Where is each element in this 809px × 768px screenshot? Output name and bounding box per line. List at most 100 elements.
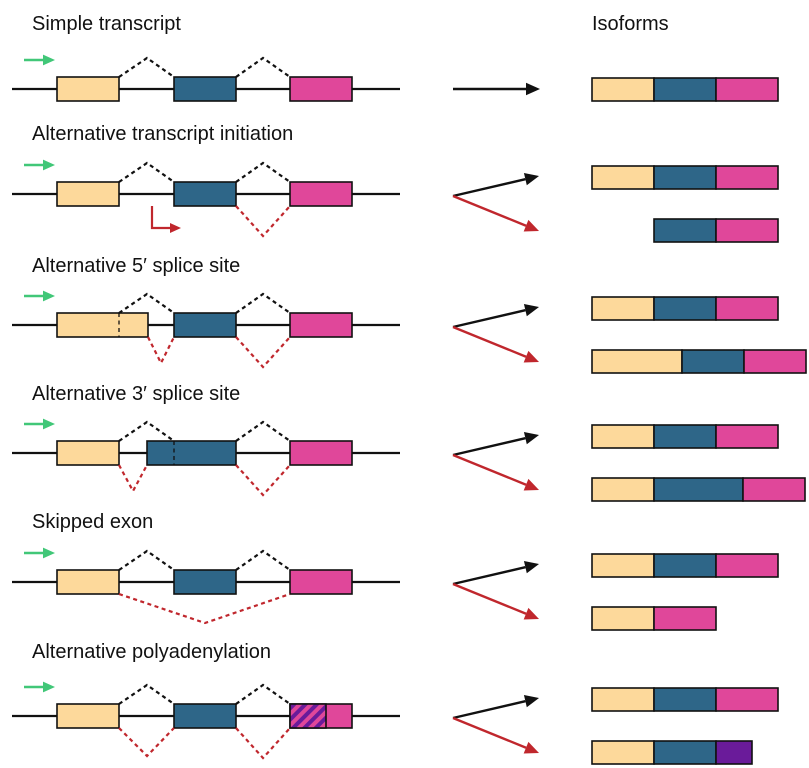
panel-2-splice-top-2 [235, 292, 291, 314]
panel-1-splice-bottom-2 [235, 205, 291, 238]
panel-0-exon-1 [56, 76, 120, 102]
panel-5-outcome-arrow-lower-shaft [452, 716, 527, 749]
panel-1-isoform-0-segment-1 [653, 165, 717, 190]
panel-3-splice-bottom-2 [235, 464, 291, 497]
panel-5-exon-2 [173, 703, 237, 729]
panel-5-polya-region [289, 703, 327, 729]
panel-1-exon-2 [173, 181, 237, 207]
panel-4-isoform-0-segment-0 [591, 553, 655, 578]
panel-0-outcome-arrow-head [526, 82, 540, 96]
panel-4-isoform-1-segment-1 [653, 606, 717, 631]
panel-3-isoform-1-segment-0 [591, 477, 655, 502]
panel-3-splice-top-1 [118, 420, 175, 442]
panel-4-splice-top-2 [235, 549, 291, 571]
panel-2-outcome-arrow-lower-head [523, 350, 539, 363]
panel-5-isoform-0-segment-1 [653, 687, 717, 712]
panel-2-splice-bottom-1 [147, 336, 175, 366]
panel-4-outcome-arrow-upper-shaft [452, 566, 526, 586]
panel-1-isoform-1-segment-1 [715, 218, 779, 243]
panel-5-splice-bottom-2 [235, 727, 291, 760]
panel-1-outcome-arrow-upper-shaft [452, 178, 526, 198]
panel-title-alt-polya: Alternative polyadenylation [32, 641, 271, 663]
panel-3-exon-2 [146, 440, 237, 466]
panel-3-isoform-1-segment-1 [653, 477, 744, 502]
panel-0-exon-3 [289, 76, 353, 102]
panel-2-outcome-arrow-upper-shaft [452, 309, 526, 329]
panel-3-outcome-arrow-lower-shaft [452, 453, 527, 486]
panel-2-isoform-1-segment-2 [743, 349, 807, 374]
panel-5-isoform-1-segment-2 [715, 740, 753, 765]
panel-0-isoform-0-segment-2 [715, 77, 779, 102]
panel-2-isoform-0-segment-1 [653, 296, 717, 321]
panel-5-start-arrow-head [43, 681, 55, 693]
panel-5-isoform-1-segment-1 [653, 740, 717, 765]
panel-0-isoform-0-segment-1 [653, 77, 717, 102]
panel-title-skipped-exon: Skipped exon [32, 511, 153, 533]
panel-4-outcome-arrow-upper-head [523, 561, 539, 574]
panel-1-outcome-arrow-lower-head [523, 219, 539, 232]
panel-3-exon-1 [56, 440, 120, 466]
panel-2-splice-top-1 [118, 292, 175, 314]
panel-1-exon-3 [289, 181, 353, 207]
panel-0-start-arrow-head [43, 54, 55, 66]
panel-5-splice-bottom-1 [118, 727, 175, 758]
panel-1-splice-top-1 [118, 161, 175, 183]
panel-2-isoform-1-segment-0 [591, 349, 683, 374]
panel-5-isoform-0-segment-0 [591, 687, 655, 712]
panel-2-exon-3 [289, 312, 353, 338]
panel-1-outcome-arrow-upper-head [523, 173, 539, 186]
panel-3-outcome-arrow-lower-head [523, 478, 539, 491]
panel-0-isoform-0-segment-0 [591, 77, 655, 102]
panel-4-exon-2 [173, 569, 237, 595]
panel-title-alt-3prime: Alternative 3′ splice site [32, 383, 240, 405]
panel-3-isoform-0-segment-2 [715, 424, 779, 449]
panel-5-outcome-arrow-upper-shaft [452, 700, 526, 720]
panel-3-isoform-0-segment-1 [653, 424, 717, 449]
panel-4-outcome-arrow-lower-shaft [452, 582, 527, 615]
panel-1-isoform-1-segment-0 [653, 218, 717, 243]
panel-1-splice-top-2 [235, 161, 291, 183]
panel-3-isoform-1-segment-2 [742, 477, 806, 502]
panel-2-exon-2 [173, 312, 237, 338]
panel-5-outcome-arrow-lower-head [523, 741, 539, 754]
panel-4-exon-1 [56, 569, 120, 595]
panel-2-isoform-0-segment-2 [715, 296, 779, 321]
panel-3-start-arrow-head [43, 418, 55, 430]
panel-5-outcome-arrow-upper-head [523, 695, 539, 708]
diagram-shapes [12, 54, 807, 765]
panel-5-splice-top-2 [235, 683, 291, 705]
panel-1-exon-1 [56, 181, 120, 207]
panel-4-start-arrow-head [43, 547, 55, 559]
panel-2-outcome-arrow-upper-head [523, 304, 539, 317]
panel-5-splice-top-1 [118, 683, 175, 705]
panel-1-outcome-arrow-lower-shaft [452, 194, 527, 227]
panel-4-isoform-1-segment-0 [591, 606, 655, 631]
panel-title-simple: Simple transcript [32, 13, 181, 35]
panel-title-alt-initiation: Alternative transcript initiation [32, 123, 293, 145]
panel-2-outcome-arrow-lower-shaft [452, 325, 527, 358]
panel-1-start-arrow-head [43, 159, 55, 171]
panel-4-splice-top-1 [118, 549, 175, 571]
panel-4-isoform-0-segment-1 [653, 553, 717, 578]
panel-5-isoform-0-segment-2 [715, 687, 779, 712]
panel-4-exon-3 [289, 569, 353, 595]
panel-3-exon-3 [289, 440, 353, 466]
panel-3-splice-top-2 [235, 420, 291, 442]
panel-title-alt-5prime: Alternative 5′ splice site [32, 255, 240, 277]
panel-5-isoform-1-segment-0 [591, 740, 655, 765]
panel-0-splice-top-1 [118, 56, 175, 78]
isoforms-heading: Isoforms [592, 13, 669, 35]
panel-2-isoform-0-segment-0 [591, 296, 655, 321]
panel-3-splice-bottom-1 [118, 464, 148, 494]
panel-0-splice-top-2 [235, 56, 291, 78]
panel-4-splice-bottom-skip [118, 592, 291, 625]
panel-0-exon-2 [173, 76, 237, 102]
panel-1-isoform-0-segment-0 [591, 165, 655, 190]
panel-4-outcome-arrow-lower-head [523, 607, 539, 620]
panel-2-isoform-1-segment-1 [681, 349, 745, 374]
panel-2-exon-1 [56, 312, 149, 338]
panel-1-alt-start-stem [150, 206, 174, 230]
panel-2-start-arrow-head [43, 290, 55, 302]
panel-4-isoform-0-segment-2 [715, 553, 779, 578]
